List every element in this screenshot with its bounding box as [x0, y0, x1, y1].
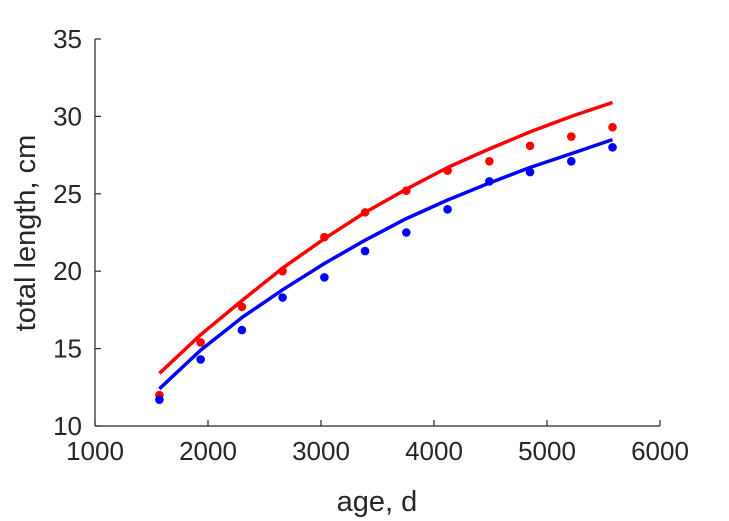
data-point-series-0	[443, 166, 452, 175]
data-point-series-1	[443, 204, 452, 214]
y-tick-label: 35	[53, 24, 82, 54]
y-tick-label: 30	[53, 101, 82, 131]
data-point-series-0	[320, 232, 329, 242]
data-point-series-1	[402, 228, 411, 237]
data-point-series-1	[155, 395, 164, 404]
data-point-series-1	[237, 325, 247, 335]
y-tick-label: 25	[53, 179, 82, 209]
data-point-series-0	[485, 156, 494, 166]
data-points	[155, 122, 617, 404]
data-point-series-0	[360, 208, 370, 217]
data-point-series-0	[402, 186, 411, 196]
y-tick-label: 20	[53, 256, 82, 286]
x-axis-label: age, d	[337, 486, 418, 518]
data-point-series-0	[608, 122, 617, 132]
data-point-series-1	[485, 177, 494, 186]
y-axis-label: total length, cm	[10, 135, 42, 332]
data-point-series-1	[320, 273, 329, 282]
axes	[94, 39, 660, 427]
data-point-series-0	[196, 338, 205, 347]
x-tick-label: 5000	[518, 436, 576, 466]
data-point-series-1	[360, 246, 370, 256]
x-tick-label: 3000	[292, 436, 350, 466]
data-point-series-1	[566, 156, 576, 166]
x-tick-label: 4000	[405, 436, 463, 466]
ticks: 1000 2000 3000 4000 5000 6000 10 15 20 25 30 35	[53, 24, 689, 466]
data-point-series-0	[525, 141, 535, 151]
data-point-series-0	[566, 132, 576, 141]
data-point-series-1	[278, 293, 287, 302]
fit-lines	[158, 100, 614, 391]
y-tick-label: 15	[53, 334, 82, 364]
x-tick-label: 1000	[66, 436, 124, 466]
data-point-series-0	[237, 302, 247, 312]
x-tick-label: 6000	[631, 436, 689, 466]
fit-line-series-0	[158, 100, 614, 375]
fit-line-series-1	[158, 137, 614, 391]
data-point-series-1	[196, 355, 205, 364]
data-point-series-1	[608, 143, 617, 152]
data-point-series-1	[525, 167, 535, 177]
y-tick-label: 10	[53, 411, 82, 441]
x-tick-label: 2000	[179, 436, 237, 466]
data-point-series-0	[278, 266, 287, 276]
